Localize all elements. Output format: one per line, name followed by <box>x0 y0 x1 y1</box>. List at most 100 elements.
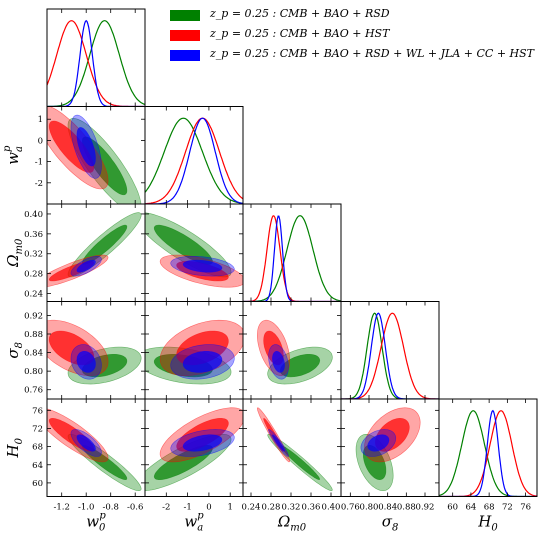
y-tick-label: 0.92 <box>24 311 43 321</box>
contour-3 <box>272 434 285 452</box>
contour-3 <box>76 127 96 167</box>
contour-1 <box>153 445 213 480</box>
marginal-curve-3 <box>439 409 537 497</box>
x-axis-label: w0p <box>86 511 106 534</box>
x-tick-label: -1.2 <box>54 503 70 513</box>
x-axis-label: H0 <box>477 513 498 534</box>
y-tick-label: 76 <box>32 406 43 416</box>
y-tick-label: 0.32 <box>24 250 43 260</box>
panel-frame <box>144 106 244 205</box>
svg-text:wap: wap <box>2 145 25 165</box>
contour-3 <box>76 259 96 273</box>
x-axis-label: wap <box>184 511 204 534</box>
x-tick-label: 0.80 <box>360 503 379 513</box>
legend-label: z_p = 0.25 : CMB + BAO + HST <box>210 27 390 40</box>
tick-marks <box>145 301 243 399</box>
x-tick-label: 0.24 <box>242 503 261 513</box>
x-tick-label: 0.88 <box>397 503 416 513</box>
contour-panel <box>145 212 243 288</box>
y-axis-label: H0 <box>4 437 25 458</box>
tick-marks <box>349 301 426 399</box>
y-tick-label: -2 <box>35 179 43 189</box>
x-tick-label: -0.8 <box>103 503 119 513</box>
y-axis-label: wap <box>2 145 25 165</box>
x-tick-label: -1 <box>183 503 191 513</box>
x-tick-label: 76 <box>520 503 531 513</box>
tick-marks <box>47 204 145 302</box>
x-tick-label: 0.32 <box>282 503 301 513</box>
x-tick-label: 0.40 <box>322 503 341 513</box>
x-tick-label: 0.36 <box>302 503 321 513</box>
y-tick-label: 1 <box>38 115 43 125</box>
contour-3 <box>76 351 96 373</box>
y-tick-label: 0.80 <box>24 367 43 377</box>
legend-swatch <box>170 10 200 21</box>
svg-text:H0: H0 <box>4 437 25 458</box>
tick-marks <box>61 9 136 107</box>
marginal-curve-2 <box>439 410 537 497</box>
legend-label: z_p = 0.25 : CMB + BAO + RSD <box>210 7 390 20</box>
tick-marks <box>145 399 243 497</box>
y-tick-label: 64 <box>32 461 43 471</box>
y-tick-label: 0.84 <box>24 349 43 359</box>
y-tick-label: 60 <box>32 479 43 489</box>
legend-swatch <box>170 30 200 41</box>
y-axis-label: σ8 <box>4 342 25 359</box>
panel-frame <box>46 8 146 107</box>
contour-panel <box>145 407 243 491</box>
y-tick-label: 68 <box>32 443 43 453</box>
tick-marks <box>145 204 243 302</box>
marginal-panel <box>439 409 537 497</box>
marginal-curve-2 <box>341 312 439 399</box>
contour-panel <box>47 106 142 204</box>
tick-marks <box>243 399 341 497</box>
contour-panel <box>47 408 142 492</box>
x-axis-label: Ωm0 <box>277 513 307 534</box>
x-tick-label: 0.28 <box>262 503 281 513</box>
marginal-curve-1 <box>439 410 537 497</box>
y-tick-label: 0.88 <box>24 330 43 340</box>
y-tick-label: 0.24 <box>24 290 43 300</box>
panel-frame <box>438 398 538 497</box>
contour-3 <box>76 434 96 452</box>
y-tick-label: 0.28 <box>24 270 43 280</box>
panel-frame <box>242 203 342 302</box>
x-tick-label: 60 <box>447 503 458 513</box>
marginal-panel <box>341 312 439 399</box>
contour-3 <box>182 351 223 373</box>
x-tick-label: 0.76 <box>341 503 360 513</box>
y-tick-label: 0 <box>38 136 43 146</box>
x-tick-label: -1.0 <box>78 503 94 513</box>
contour-panel <box>47 212 142 287</box>
legend-swatch <box>170 50 200 61</box>
y-tick-label: 0.40 <box>24 210 43 220</box>
tick-marks <box>452 399 527 497</box>
contour-3 <box>182 259 223 273</box>
y-tick-label: 0.76 <box>24 386 43 396</box>
tick-marks <box>243 301 341 399</box>
marginal-curve-3 <box>341 312 439 399</box>
contour-panel <box>145 319 243 385</box>
x-tick-label: 0.84 <box>378 503 397 513</box>
x-tick-label: 64 <box>465 503 476 513</box>
y-tick-label: -1 <box>35 158 43 168</box>
contour-panel <box>257 407 333 492</box>
marginal-panel <box>47 19 145 107</box>
tick-marks <box>47 106 145 204</box>
contour-3 <box>272 351 285 373</box>
marginal-curve-1 <box>341 312 439 399</box>
y-axis-label: Ωm0 <box>4 238 25 268</box>
marginal-curve-2 <box>243 215 341 302</box>
tick-marks <box>47 399 145 497</box>
contour-3 <box>182 434 223 452</box>
x-tick-label: 72 <box>502 503 513 513</box>
tick-marks <box>341 399 439 497</box>
svg-text:σ8: σ8 <box>4 342 25 359</box>
tick-marks <box>250 204 332 302</box>
x-axis-label: σ8 <box>382 513 399 534</box>
y-tick-label: 0.36 <box>24 230 43 240</box>
x-tick-label: 68 <box>484 503 495 513</box>
svg-text:Ωm0: Ωm0 <box>4 238 25 268</box>
contour-panel <box>355 407 421 492</box>
